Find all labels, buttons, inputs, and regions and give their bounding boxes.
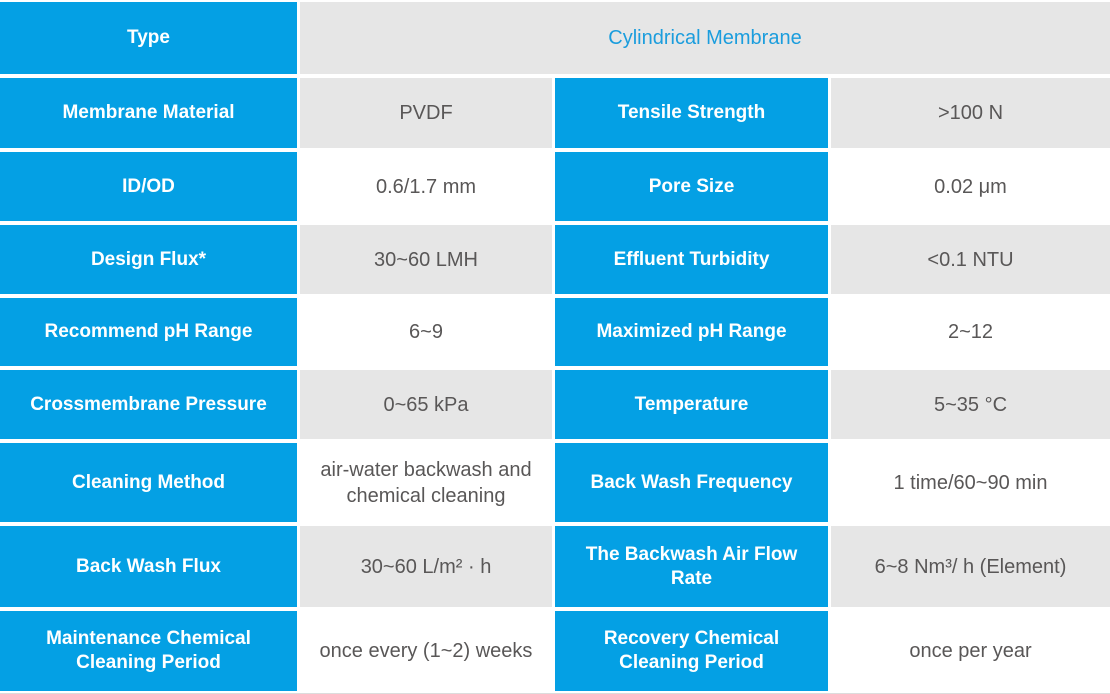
cell-label-tensile-strength: Tensile Strength <box>555 78 828 148</box>
cell-label-cleaning-method: Cleaning Method <box>0 443 297 522</box>
cell-value-effluent-turbidity: <0.1 NTU <box>831 225 1110 294</box>
cell-value-maximized-ph-range: 2~12 <box>831 298 1110 366</box>
cell-value-type: Cylindrical Membrane <box>300 2 1110 74</box>
cell-label-effluent-turbidity: Effluent Turbidity <box>555 225 828 294</box>
cell-label-pore-size: Pore Size <box>555 152 828 221</box>
cell-label-design-flux: Design Flux* <box>0 225 297 294</box>
cell-label-type: Type <box>0 2 297 74</box>
cell-label-temperature: Temperature <box>555 370 828 439</box>
cell-value-tensile-strength: >100 N <box>831 78 1110 148</box>
cell-value-crossmembrane-pressure: 0~65 kPa <box>300 370 552 439</box>
cell-label-maximized-ph-range: Maximized pH Range <box>555 298 828 366</box>
cell-value-id-od: 0.6/1.7 mm <box>300 152 552 221</box>
cell-label-back-wash-frequency: Back Wash Frequency <box>555 443 828 522</box>
cell-value-design-flux: 30~60 LMH <box>300 225 552 294</box>
cell-value-cleaning-method: air-water backwash and chemical cleaning <box>300 443 552 522</box>
cell-value-recommend-ph-range: 6~9 <box>300 298 552 366</box>
cell-value-back-wash-frequency: 1 time/60~90 min <box>831 443 1110 522</box>
cell-label-back-wash-flux: Back Wash Flux <box>0 526 297 607</box>
cell-label-maintenance-chemical-cleaning-period: Maintenance Chemical Cleaning Period <box>0 611 297 691</box>
cell-value-membrane-material: PVDF <box>300 78 552 148</box>
cell-value-back-wash-flux: 30~60 L/m² · h <box>300 526 552 607</box>
cell-value-temperature: 5~35 °C <box>831 370 1110 439</box>
cell-label-crossmembrane-pressure: Crossmembrane Pressure <box>0 370 297 439</box>
cell-label-id-od: ID/OD <box>0 152 297 221</box>
cell-value-recovery-chemical-cleaning-period: once per year <box>831 611 1110 691</box>
cell-value-pore-size: 0.02 μm <box>831 152 1110 221</box>
cell-value-backwash-air-flow-rate: 6~8 Nm³/ h (Element) <box>831 526 1110 607</box>
cell-value-maintenance-chemical-cleaning-period: once every (1~2) weeks <box>300 611 552 691</box>
cell-label-recommend-ph-range: Recommend pH Range <box>0 298 297 366</box>
cell-label-membrane-material: Membrane Material <box>0 78 297 148</box>
cell-label-backwash-air-flow-rate: The Backwash Air Flow Rate <box>555 526 828 607</box>
cell-label-recovery-chemical-cleaning-period: Recovery Chemical Cleaning Period <box>555 611 828 691</box>
